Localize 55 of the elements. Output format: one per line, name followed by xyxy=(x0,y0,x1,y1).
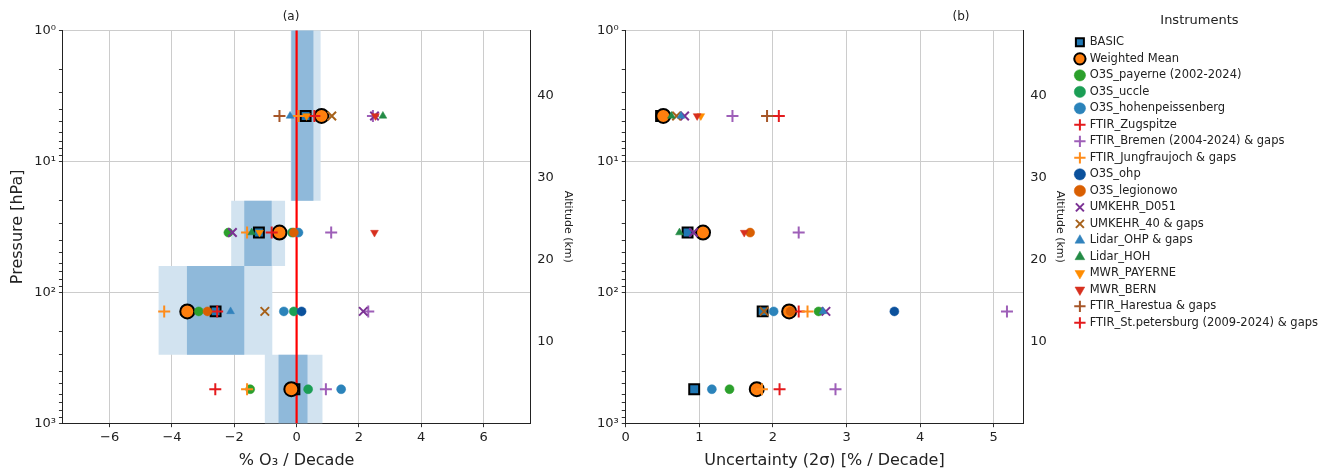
chart-title: (b) xyxy=(952,9,970,24)
y-tick-label: 10² xyxy=(34,283,56,299)
x-tick-label: 1 xyxy=(695,429,704,445)
y2-tick-label: 10 xyxy=(537,332,554,348)
legend-label: O3S_legionowo xyxy=(1089,182,1178,197)
legend-label: FTIR_Bremen (2004-2024) & gaps xyxy=(1089,133,1285,148)
y-tick-label: 10³ xyxy=(596,414,619,430)
y2-tick-label: 20 xyxy=(537,250,554,266)
legend-label: O3S_payerne (2002-2024) xyxy=(1089,67,1242,82)
legend-label: MWR_BERN xyxy=(1089,281,1157,296)
legend-label: Lidar_HOH xyxy=(1089,248,1151,263)
legend-label: Weighted Mean xyxy=(1089,50,1180,65)
x-axis-title: Uncertainty (2σ) [% / Decade] xyxy=(704,449,945,469)
legend-label: FTIR_St.petersburg (2009-2024) & gaps xyxy=(1089,314,1319,329)
legend-title: Instruments xyxy=(1160,11,1239,27)
y2-tick-label: 40 xyxy=(537,87,554,103)
x-tick-label: 6 xyxy=(479,429,488,445)
x-tick-label: 0 xyxy=(621,429,630,445)
y-axis-title: Pressure [hPa] xyxy=(6,169,26,285)
legend-label: O3S_uccle xyxy=(1089,83,1150,98)
y2-tick-label: 40 xyxy=(1030,87,1047,103)
y2-tick-label: 10 xyxy=(1030,332,1047,348)
y-tick-label: 10⁰ xyxy=(596,21,619,37)
legend-label: FTIR_Harestua & gaps xyxy=(1089,298,1217,313)
x-tick-label: 2 xyxy=(354,429,364,445)
chart-title: (a) xyxy=(282,9,300,24)
x-tick-label: −4 xyxy=(162,429,182,445)
x-tick-label: −6 xyxy=(100,429,120,445)
x-tick-label: 3 xyxy=(842,429,851,445)
x-tick-label: −2 xyxy=(224,429,244,445)
y-tick-label: 10³ xyxy=(34,414,56,430)
legend-label: O3S_ohp xyxy=(1089,166,1141,181)
legend-label: FTIR_Zugspitze xyxy=(1089,116,1177,131)
x-tick-label: 5 xyxy=(989,429,998,445)
x-tick-label: 4 xyxy=(915,429,925,445)
legend-label: MWR_PAYERNE xyxy=(1089,265,1176,280)
y-tick-label: 10¹ xyxy=(596,152,619,168)
x-tick-label: 0 xyxy=(292,429,301,445)
legend-label: Lidar_OHP & gaps xyxy=(1089,232,1193,247)
legend-label: BASIC xyxy=(1089,34,1125,49)
x-tick-label: 2 xyxy=(768,429,778,445)
legend-label: UMKEHR_D051 xyxy=(1089,199,1176,214)
legend-label: FTIR_Jungfraujoch & gaps xyxy=(1089,149,1237,164)
y2-tick-label: 20 xyxy=(1030,250,1047,266)
legend-label: UMKEHR_40 & gaps xyxy=(1089,215,1204,230)
y2-tick-label: 30 xyxy=(537,169,554,185)
y2-axis-title: Altitude (km) xyxy=(561,190,575,263)
y2-axis-title: Altitude (km) xyxy=(1054,190,1068,263)
y-tick-label: 10¹ xyxy=(34,152,56,168)
x-axis-title: % O₃ / Decade xyxy=(238,449,355,469)
y-tick-label: 10⁰ xyxy=(34,21,56,37)
x-tick-label: 4 xyxy=(417,429,426,445)
y-tick-label: 10² xyxy=(596,283,619,299)
legend-label: O3S_hohenpeissenberg xyxy=(1089,100,1226,115)
y2-tick-label: 30 xyxy=(1030,169,1047,185)
